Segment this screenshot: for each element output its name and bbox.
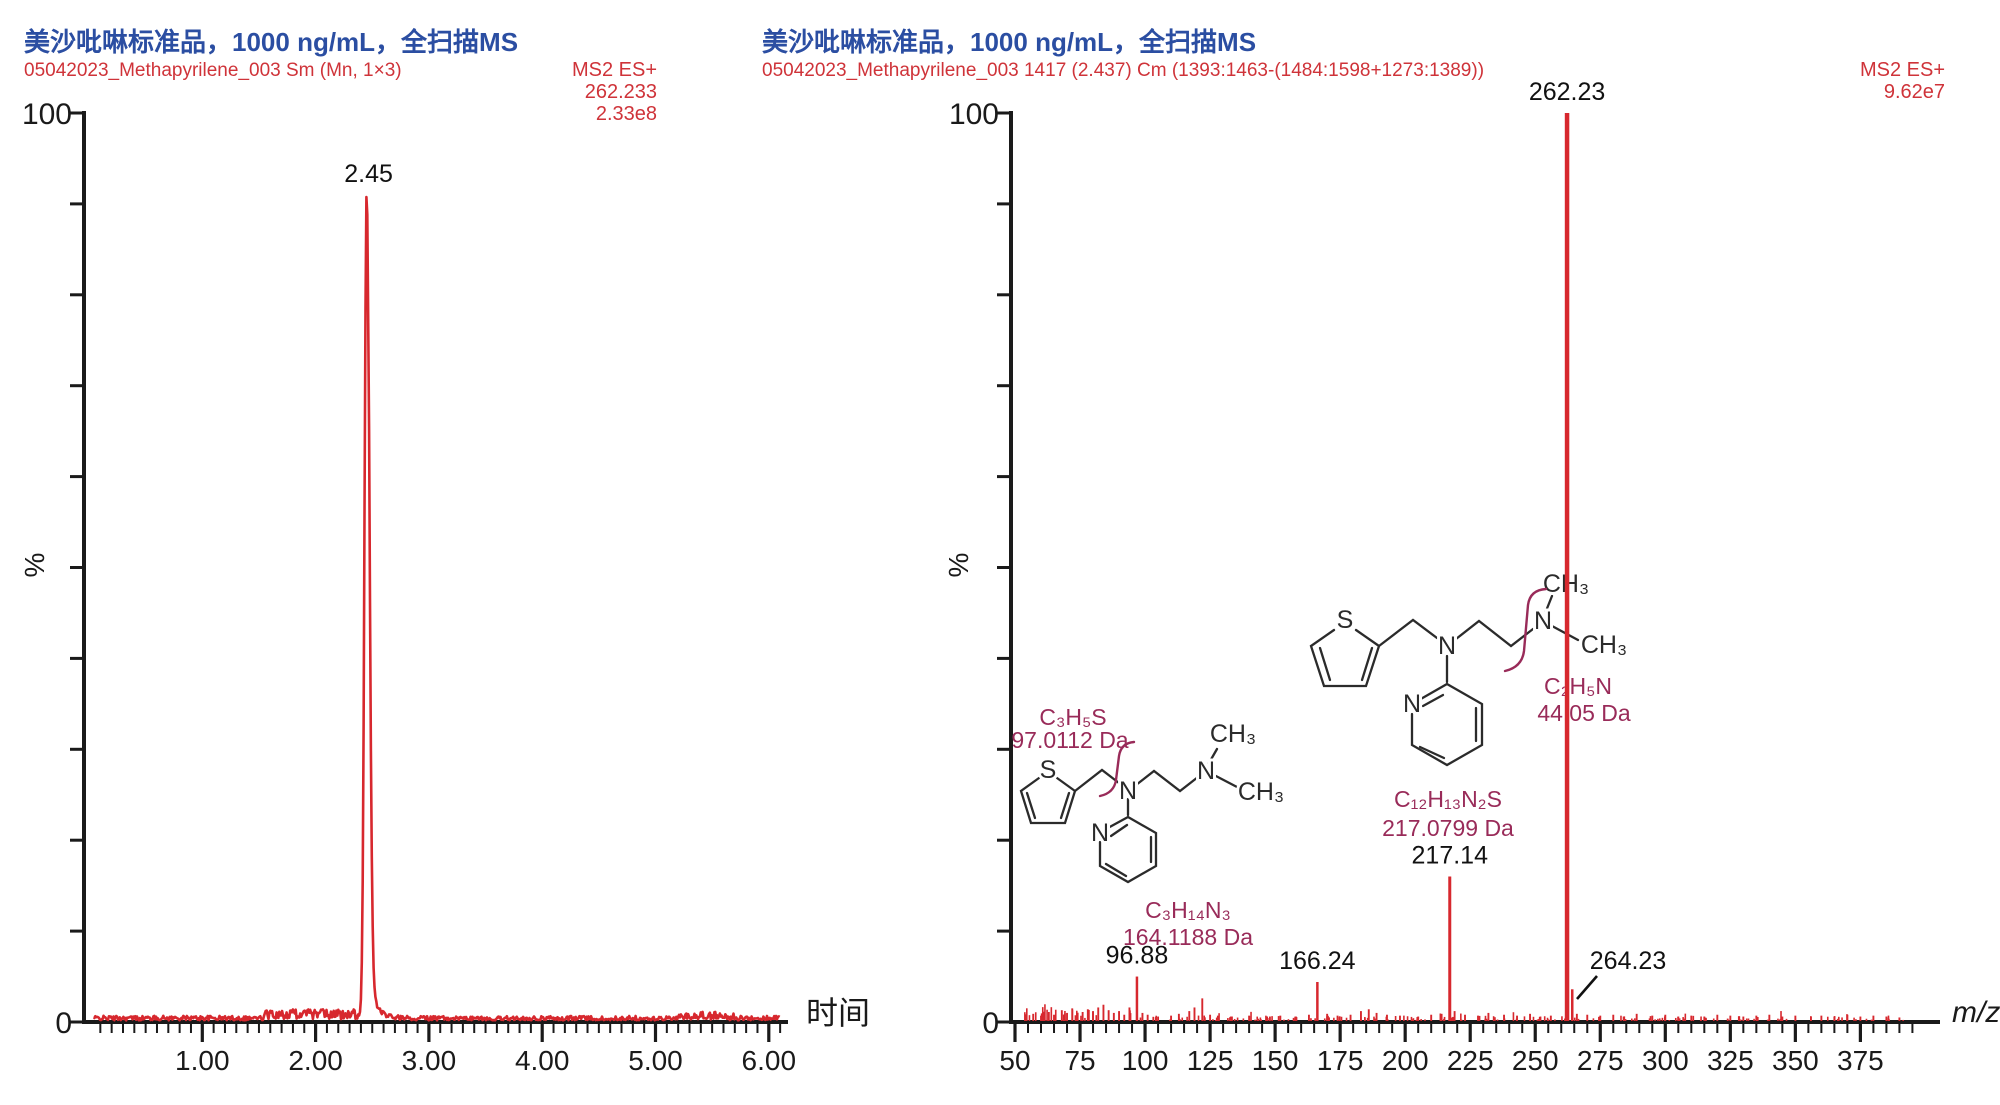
time-tick-label: 1.00 <box>175 1045 230 1076</box>
left-x-axis-title: 时间 <box>806 995 870 1031</box>
mz-tick-label: 50 <box>999 1045 1030 1076</box>
left-info-mode: MS2 ES+ <box>571 59 657 81</box>
n-methyl-bonds <box>1207 747 1239 789</box>
thiophene-ring <box>1309 628 1381 688</box>
amine-chain <box>1454 619 1535 648</box>
left-y-min-label: 0 <box>55 1007 72 1040</box>
ms2-spectrum-sticks: 96.88 166.24 217.14 262.23 264.23 <box>1024 78 1904 1021</box>
right-panel-title: 美沙吡啉标准品，1000 ng/mL，全扫描MS <box>762 27 1257 57</box>
mz-tick-label: 300 <box>1642 1045 1689 1076</box>
right-panel-subtitle: 05042023_Methapyrilene_003 1417 (2.437) … <box>762 60 1485 81</box>
pyridine-nitrogen-label: N <box>1091 819 1109 847</box>
mz-tick-label: 350 <box>1772 1045 1819 1076</box>
left-y-axis-title: % <box>19 553 50 578</box>
fragment-mass-164: 164.1188 Da <box>1123 924 1253 950</box>
thiophene-double-bonds <box>1318 646 1374 682</box>
mz-tick-label: 250 <box>1512 1045 1559 1076</box>
amine-chain <box>1134 769 1200 793</box>
retention-time-label: 2.45 <box>344 160 393 188</box>
left-y-max-label: 100 <box>22 98 72 131</box>
mz-tick-label: 275 <box>1577 1045 1624 1076</box>
mz-tick-label: 125 <box>1187 1045 1234 1076</box>
dimethylamino-nitrogen-label: N <box>1534 607 1552 635</box>
fragment-formula-164: C₃H₁₄N₃ <box>1145 897 1231 923</box>
left-info-mass: 262.233 <box>584 81 657 103</box>
fragment-mass-44: 44.05 Da <box>1537 700 1631 726</box>
amine-nitrogen-label: N <box>1438 632 1456 660</box>
mz-peak-label: 217.14 <box>1412 842 1489 870</box>
sulfur-atom-label: S <box>1337 606 1354 634</box>
methyl-label: CH₃ <box>1238 778 1284 806</box>
fragment-formula-44: C₂H₅N <box>1544 673 1612 699</box>
mz-peak-label: 264.23 <box>1590 947 1666 975</box>
time-tick-label: 4.00 <box>515 1045 570 1076</box>
methapyrilene-structures: S N N CH₃ CH₃ N S N N CH₃ <box>1011 567 1631 950</box>
left-info-intensity: 2.33e8 <box>595 103 657 125</box>
mz-tick-label: 200 <box>1382 1045 1429 1076</box>
fragment-formula-217: C₁₂H₁₃N₂S <box>1394 786 1502 812</box>
mz-tick-label: 175 <box>1317 1045 1364 1076</box>
thiophene-double-bonds <box>1025 791 1071 820</box>
methyl-label: CH₃ <box>1210 720 1256 748</box>
methapyrilene-structure-large: S N N CH₃ CH₃ N <box>1309 567 1630 767</box>
time-tick-label: 3.00 <box>402 1045 457 1076</box>
fragment-cut-97 <box>1098 740 1136 798</box>
chromatogram-trace <box>93 195 781 1022</box>
methylene-bridge <box>1073 768 1121 793</box>
right-panel-acquisition-info: MS2 ES+ 9.62e7 <box>1715 59 1945 103</box>
mz-peak-label: 166.24 <box>1279 947 1356 975</box>
right-x-axis-title: m/z <box>1952 996 2000 1029</box>
left-panel-title: 美沙吡啉标准品，1000 ng/mL，全扫描MS <box>24 27 519 57</box>
right-y-axis-title: % <box>943 553 974 578</box>
right-info-mode: MS2 ES+ <box>1859 59 1945 81</box>
dimethylamino-nitrogen-label: N <box>1197 757 1215 785</box>
mz-tick-label: 325 <box>1707 1045 1754 1076</box>
time-tick-label: 5.00 <box>628 1045 683 1076</box>
mz-tick-label: 100 <box>1122 1045 1169 1076</box>
amine-nitrogen-label: N <box>1119 777 1137 805</box>
right-y-max-label: 100 <box>949 98 999 131</box>
mz-peak-label: 262.23 <box>1529 78 1605 106</box>
time-tick-label: 6.00 <box>742 1045 797 1076</box>
fragment-formula-97: C₃H₅S <box>1039 704 1106 730</box>
axes-and-chromatogram: 1.00 2.00 3.00 4.00 5.00 6.00 2.45 50 75 100 125 15… <box>70 111 1940 1076</box>
left-panel-subtitle: 05042023_Methapyrilene_003 Sm (Mn, 1×3) <box>24 60 402 81</box>
methyl-label: CH₃ <box>1581 631 1627 659</box>
methapyrilene-structure-small: S N N CH₃ CH₃ N <box>1019 717 1287 884</box>
mz-peak-label: 96.88 <box>1106 942 1169 970</box>
mz-tick-label: 75 <box>1064 1045 1095 1076</box>
mz-tick-label: 150 <box>1252 1045 1299 1076</box>
pyridine-ring <box>1098 815 1158 884</box>
pyridine-double-bonds <box>1104 823 1153 878</box>
left-panel-acquisition-info: MS2 ES+ 262.233 2.33e8 <box>427 59 657 125</box>
right-info-intensity: 9.62e7 <box>1883 81 1945 103</box>
mz-tick-label: 375 <box>1837 1045 1884 1076</box>
right-y-min-label: 0 <box>982 1007 999 1040</box>
sulfur-atom-label: S <box>1040 756 1057 784</box>
time-tick-label: 2.00 <box>288 1045 343 1076</box>
mz-tick-label: 225 <box>1447 1045 1494 1076</box>
fragment-mass-97: 97.0112 Da <box>1011 727 1128 753</box>
methylene-bridge <box>1377 618 1439 648</box>
pyridine-ring <box>1410 682 1484 767</box>
thiophene-ring <box>1019 776 1077 825</box>
pyridine-double-bonds <box>1418 693 1478 760</box>
fragment-cut-44 <box>1503 587 1548 673</box>
fragment-mass-217: 217.0799 Da <box>1382 815 1514 841</box>
pyridine-nitrogen-label: N <box>1403 690 1421 718</box>
